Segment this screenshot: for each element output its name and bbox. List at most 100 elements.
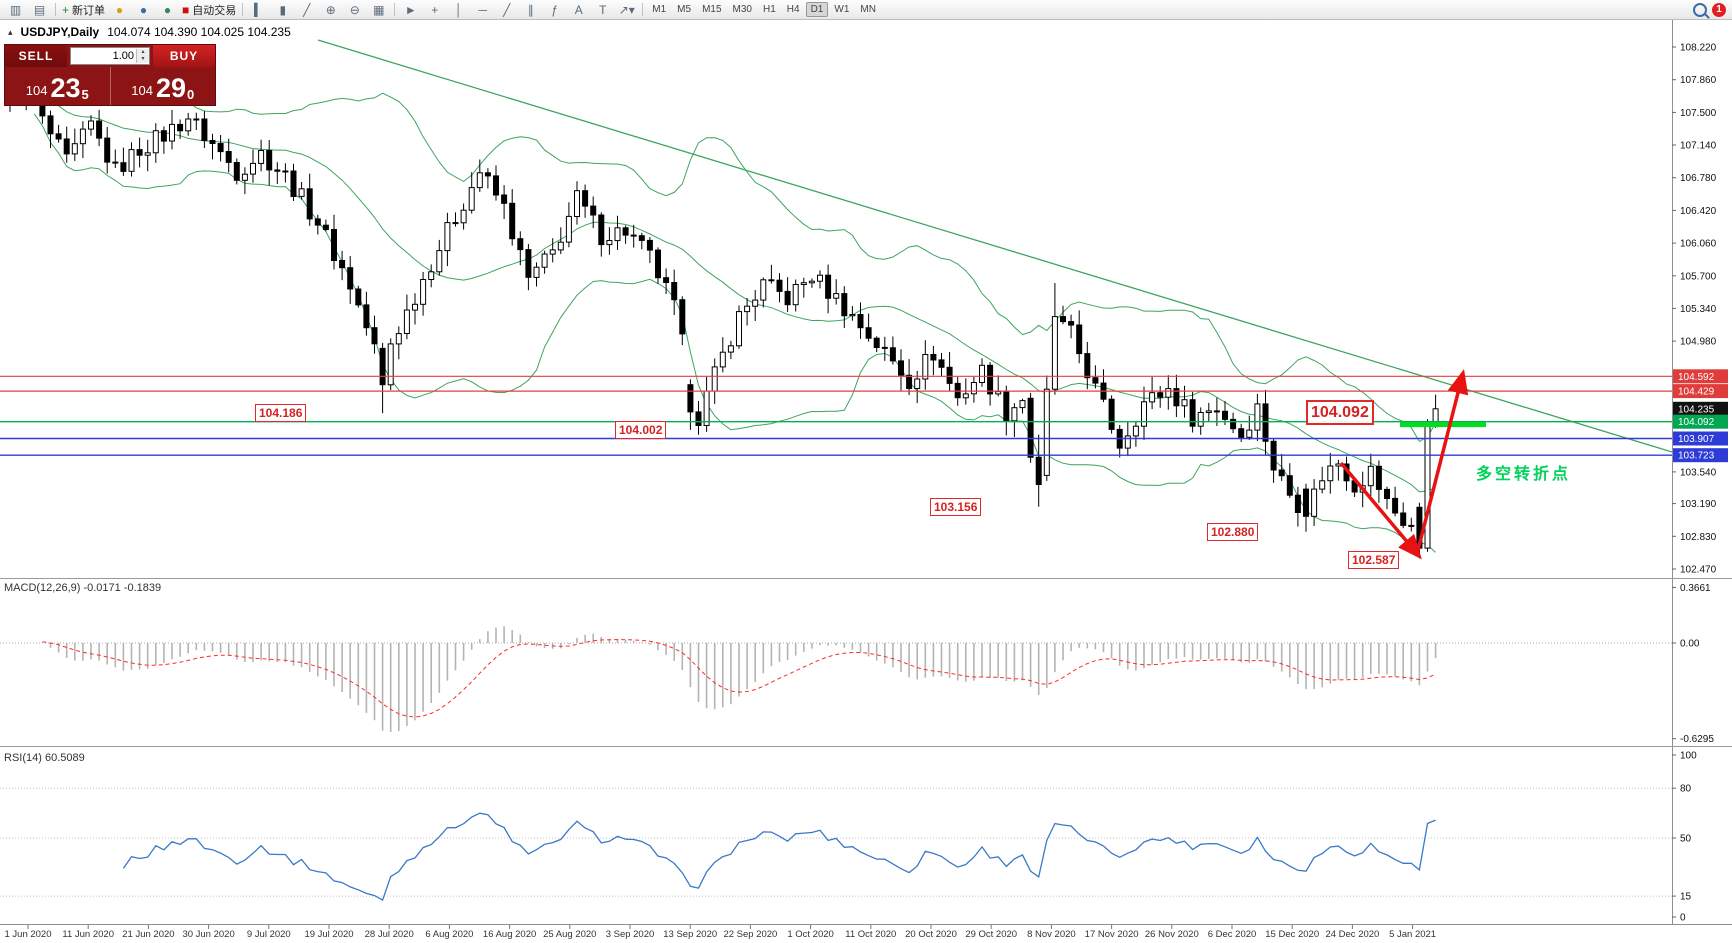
notification-badge[interactable]: 1: [1712, 2, 1726, 17]
trendline-tool-button[interactable]: ╱: [495, 1, 518, 18]
chart-title: ▴ USDJPY,Daily 104.074 104.390 104.025 1…: [8, 25, 291, 39]
svg-text:104.235: 104.235: [1678, 404, 1715, 415]
svg-text:21 Jun 2020: 21 Jun 2020: [122, 929, 174, 940]
svg-text:8 Nov 2020: 8 Nov 2020: [1027, 929, 1076, 940]
channel-icon: ∥: [527, 2, 534, 17]
fibonacci-icon: ƒ: [551, 2, 559, 17]
svg-text:104.092: 104.092: [1678, 417, 1715, 428]
svg-text:11 Jun 2020: 11 Jun 2020: [62, 929, 114, 940]
sell-price[interactable]: 104 23 5: [5, 67, 111, 105]
tile-windows-button[interactable]: ▦: [367, 1, 390, 18]
level-lines: [0, 375, 1672, 456]
tab-timeframe-m15[interactable]: M15: [702, 4, 722, 15]
text-tool-button[interactable]: A: [567, 1, 590, 18]
svg-text:100: 100: [1680, 751, 1697, 762]
svg-text:102.470: 102.470: [1680, 565, 1717, 576]
crosshair-icon: +: [431, 2, 439, 17]
alerts-icon: ●: [115, 2, 124, 17]
channel-tool-button[interactable]: ∥: [519, 1, 542, 18]
buy-price[interactable]: 104 29 0: [111, 67, 216, 105]
tab-timeframe-d1[interactable]: D1: [805, 2, 829, 17]
stepper-down-icon[interactable]: ▾: [137, 56, 149, 63]
one-click-panel-toggle-icon[interactable]: ▴: [8, 26, 13, 37]
svg-text:0.00: 0.00: [1680, 639, 1700, 650]
help-button[interactable]: ●: [156, 1, 179, 18]
tab-timeframe-w1[interactable]: W1: [834, 4, 850, 15]
alerts-button[interactable]: ●: [108, 1, 131, 18]
arrow-icon: ↗: [618, 2, 629, 17]
stepper-up-icon[interactable]: ▴: [137, 49, 149, 56]
autotrade-icon: ■: [182, 2, 190, 17]
price-label-102-587: 102.587: [1348, 551, 1400, 569]
new-order-button[interactable]: + 新订单: [60, 1, 107, 18]
toolbar-separator: [394, 3, 396, 16]
svg-text:3 Sep 2020: 3 Sep 2020: [606, 929, 655, 940]
price-marker: [1673, 414, 1728, 429]
volume-input[interactable]: [71, 50, 136, 62]
tab-timeframe-m1[interactable]: M1: [652, 4, 667, 15]
crosshair-tool-button[interactable]: +: [423, 1, 446, 18]
fibonacci-tool-button[interactable]: ƒ: [543, 1, 566, 18]
svg-text:20 Oct 2020: 20 Oct 2020: [905, 929, 957, 940]
community-button[interactable]: ●: [132, 1, 155, 18]
price-marker: [1673, 369, 1728, 384]
bar-chart-button[interactable]: ▍: [247, 1, 270, 18]
svg-text:13 Sep 2020: 13 Sep 2020: [663, 929, 717, 940]
tab-timeframe-mn[interactable]: MN: [860, 4, 876, 15]
zoom-out-button[interactable]: ⊖: [343, 1, 366, 18]
time-axis[interactable]: 1 Jun 2020 11 Jun 2020 21 Jun 2020 30 Jun 2…: [4, 925, 1436, 940]
svg-text:108.220: 108.220: [1680, 43, 1717, 54]
chevron-down-icon: ▾: [628, 2, 635, 17]
horizontal-line-tool-button[interactable]: ─: [471, 1, 494, 18]
text-label-tool-button[interactable]: T: [591, 1, 614, 18]
sell-button[interactable]: SELL: [5, 45, 67, 67]
macd-label: MACD(12,26,9) -0.0171 -0.1839: [4, 582, 162, 594]
search-icon[interactable]: [1693, 2, 1707, 17]
svg-text:103.907: 103.907: [1678, 434, 1715, 445]
toolbar-separator: [55, 3, 56, 16]
help-icon: ●: [163, 2, 172, 17]
rsi-line: [122, 812, 1436, 902]
sell-price-sup: 5: [81, 87, 89, 102]
arrow-tool-button[interactable]: ↗ ▾: [615, 1, 638, 18]
tab-timeframe-m30[interactable]: M30: [732, 4, 752, 15]
price-label-104-092: 104.092: [1306, 400, 1374, 425]
svg-text:6 Aug 2020: 6 Aug 2020: [425, 929, 473, 940]
candlestick-chart-button[interactable]: ▮: [271, 1, 294, 18]
svg-text:11 Oct 2020: 11 Oct 2020: [845, 929, 896, 940]
macd-signal-line: [42, 639, 1436, 718]
new-chart-icon: ▥: [9, 2, 22, 17]
vertical-line-tool-button[interactable]: │: [447, 1, 470, 18]
price-marker: [1673, 384, 1728, 399]
toolbar-separator: [642, 3, 644, 16]
tab-timeframe-h1[interactable]: H1: [762, 4, 776, 15]
new-order-icon: +: [62, 2, 70, 17]
tab-timeframe-h4[interactable]: H4: [786, 4, 800, 15]
profiles-button[interactable]: ▤: [28, 1, 51, 18]
svg-text:15 Dec 2020: 15 Dec 2020: [1265, 929, 1319, 940]
toolbar-separator: [242, 3, 244, 16]
line-chart-button[interactable]: ╱: [295, 1, 318, 18]
price-label-104-186: 104.186: [255, 404, 307, 422]
new-chart-button[interactable]: ▥: [4, 1, 27, 18]
svg-text:104.592: 104.592: [1678, 372, 1715, 383]
svg-text:29 Oct 2020: 29 Oct 2020: [965, 929, 1017, 940]
volume-stepper[interactable]: ▴ ▾: [136, 49, 149, 63]
tab-timeframe-m5[interactable]: M5: [677, 4, 692, 15]
zoom-in-button[interactable]: ⊕: [319, 1, 342, 18]
sell-price-big: 23: [50, 73, 81, 103]
price-label-102-880: 102.880: [1207, 523, 1259, 541]
svg-text:15: 15: [1680, 892, 1692, 903]
community-icon: ●: [139, 2, 148, 17]
zoom-in-icon: ⊕: [325, 2, 336, 17]
price-marker: [1673, 401, 1728, 416]
autotrade-button[interactable]: ■ 自动交易: [180, 1, 238, 18]
price-scale[interactable]: 108.220 107.860 107.500 107.140 106.780 106.4…: [1672, 43, 1728, 924]
buy-button[interactable]: BUY: [153, 45, 215, 67]
svg-text:22 Sep 2020: 22 Sep 2020: [723, 929, 777, 940]
cursor-tool-button[interactable]: ►: [399, 1, 422, 18]
profiles-icon: ▤: [33, 2, 46, 17]
